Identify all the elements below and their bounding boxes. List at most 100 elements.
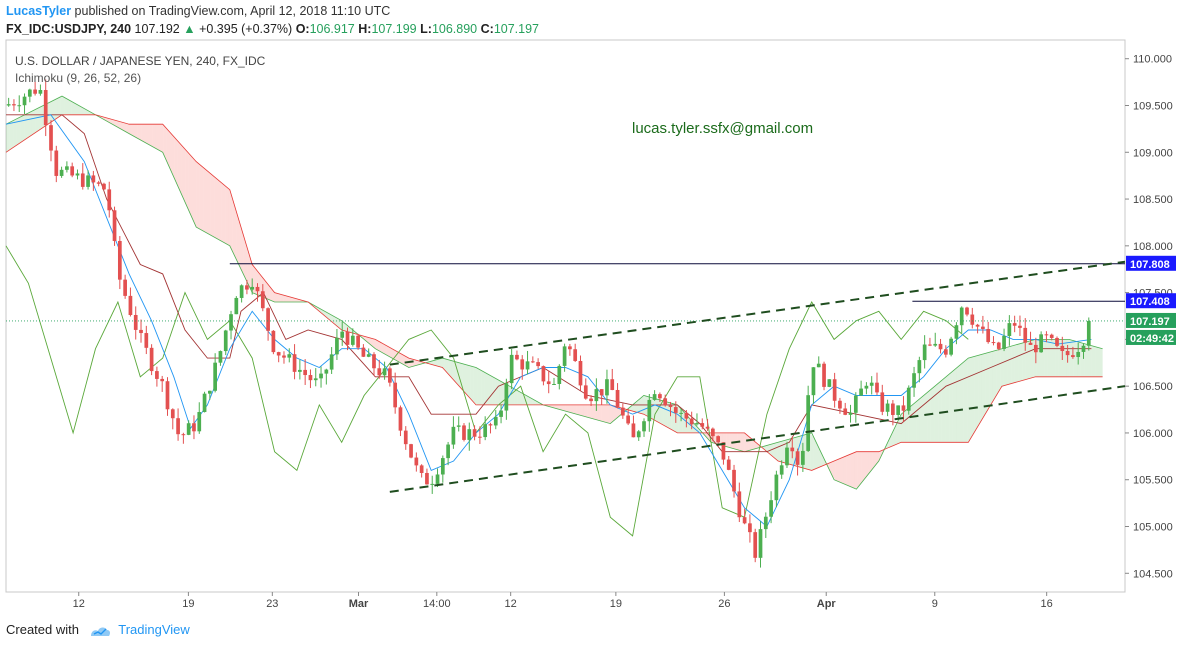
candle-body: [176, 418, 180, 435]
cloud-segment: [846, 454, 851, 487]
candle-body: [716, 436, 721, 443]
cloud-segment: [108, 118, 113, 125]
candle-body: [859, 388, 863, 396]
cloud-segment: [985, 352, 990, 414]
cloud-segment: [239, 223, 244, 275]
cloud-segment: [159, 124, 164, 154]
low-label: L:: [420, 22, 432, 36]
cloud-segment: [122, 122, 127, 133]
plot-frame: [5, 39, 1126, 593]
candle-body: [605, 379, 609, 396]
candle-body: [753, 532, 758, 558]
cloud-segment: [992, 350, 997, 402]
cloud-segment: [287, 296, 292, 302]
price-tag-bg: [1126, 255, 1176, 271]
candle-body: [80, 173, 85, 187]
candle-body: [970, 314, 975, 325]
candle-body: [562, 346, 567, 366]
candle-body: [1086, 320, 1091, 346]
cloud-segment: [1022, 342, 1026, 381]
candle-body: [319, 373, 323, 379]
cloud-segment: [207, 170, 211, 236]
cloud-segment: [843, 455, 847, 486]
candle-body: [207, 390, 212, 394]
cloud-segment: [214, 176, 219, 240]
price-chart[interactable]: 110.000109.500109.000108.500108.000107.5…: [0, 0, 1182, 620]
candle-body: [726, 459, 731, 470]
cloud-segment: [68, 99, 72, 115]
cloud-segment: [601, 404, 606, 423]
candle-body: [414, 457, 419, 466]
candle-body: [668, 405, 673, 408]
candle-body: [245, 285, 249, 290]
cloud-segment: [788, 438, 792, 465]
candle-body: [155, 371, 159, 379]
candle-body: [467, 429, 472, 440]
cloud-segment: [868, 451, 873, 474]
candle-body: [298, 369, 302, 372]
x-tick-label: 19: [610, 598, 622, 610]
candle-body: [1023, 327, 1028, 343]
candle-body: [981, 326, 985, 329]
cloud-segment: [38, 105, 43, 131]
author-name[interactable]: LucasTyler: [6, 4, 72, 18]
cloud-segment: [989, 351, 993, 408]
cloud-segment: [119, 121, 123, 131]
candle-body: [700, 423, 705, 427]
cloud-segment: [316, 306, 321, 313]
cloud-segment: [170, 132, 175, 178]
cloud-segment: [949, 371, 953, 443]
candle-body: [568, 346, 572, 350]
candle-body: [303, 369, 308, 376]
created-with-label: Created with: [6, 622, 79, 637]
cloud-segment: [945, 374, 950, 443]
candle-body: [345, 331, 350, 345]
candle-body: [382, 368, 387, 376]
chart-area[interactable]: 110.000109.500109.000108.500108.000107.5…: [0, 0, 1182, 625]
tradingview-link[interactable]: TradingView: [118, 622, 190, 637]
candle-body: [43, 90, 48, 126]
channel-trendline: [389, 385, 1126, 493]
watermark-email: lucas.tyler.ssfx@gmail.com: [632, 120, 813, 137]
candle-body: [647, 399, 652, 422]
cloud-segment: [459, 362, 463, 391]
candle-body: [721, 442, 726, 460]
cloud-segment: [572, 404, 577, 415]
candle-body: [292, 354, 297, 372]
cloud-segment: [996, 349, 1001, 396]
cloud-segment: [86, 109, 91, 115]
candle-body: [117, 240, 122, 280]
cloud-segment: [148, 124, 153, 147]
candle-body: [1028, 342, 1033, 345]
candle-body: [954, 325, 959, 339]
candle-body: [472, 429, 477, 437]
candle-body: [366, 354, 371, 357]
candle-body: [38, 90, 43, 94]
cloud-segment: [832, 460, 836, 481]
candle-body: [748, 523, 752, 533]
candle-body: [456, 425, 461, 427]
candle-body: [435, 474, 440, 484]
cloud-segment: [579, 404, 584, 417]
candle-body: [91, 175, 96, 183]
candle-body: [864, 385, 869, 389]
candle-body: [912, 373, 916, 388]
candle-body: [1018, 325, 1022, 328]
kijun-sen-line: [6, 114, 1092, 453]
cloud-segment: [967, 357, 972, 443]
candle-body: [959, 307, 964, 326]
x-tick-label: 26: [718, 598, 730, 610]
candle-body: [642, 421, 646, 432]
cloud-segment: [1000, 348, 1004, 389]
x-tick-label: 19: [182, 598, 194, 610]
candle-body: [186, 423, 191, 435]
cloud-segment: [499, 380, 504, 405]
cloud-segment: [466, 364, 471, 399]
high-value: 107.199: [371, 22, 417, 36]
cloud-segment: [6, 122, 10, 153]
candle-body: [451, 426, 456, 445]
candle-body: [170, 409, 175, 419]
cloud-segment: [744, 432, 749, 452]
candle-body: [1039, 334, 1043, 353]
cloud-segment: [481, 370, 485, 405]
